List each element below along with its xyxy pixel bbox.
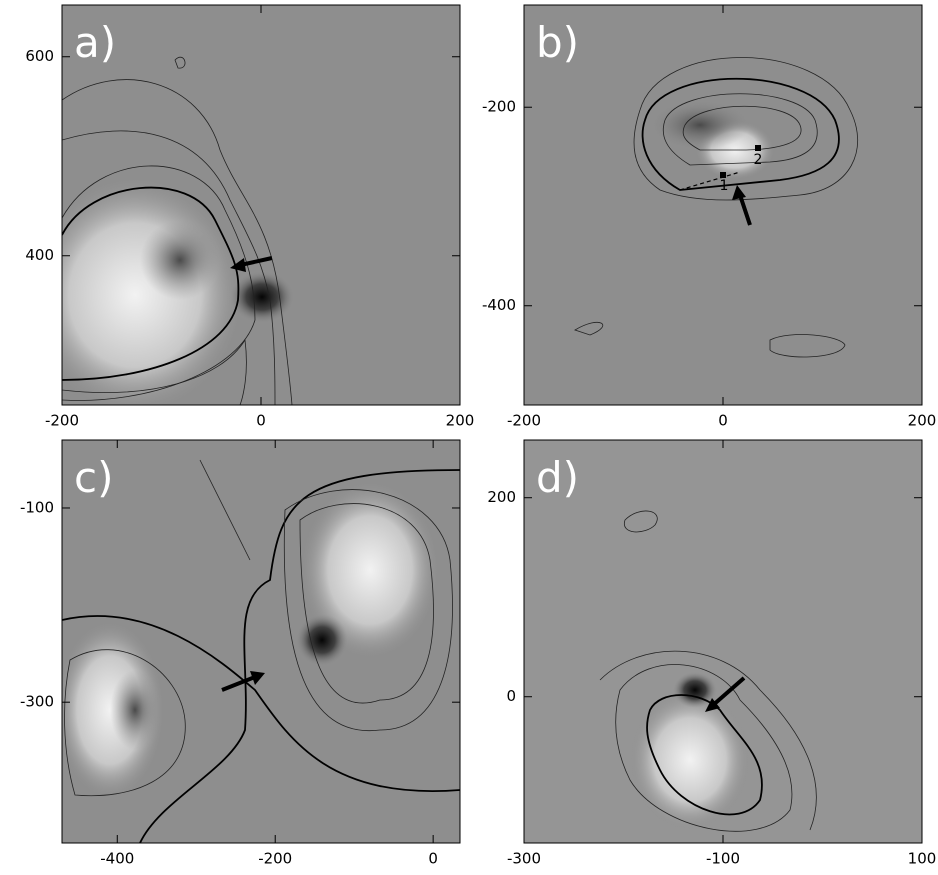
- x-tick-label: 200: [446, 412, 475, 430]
- x-tick-label: -200: [258, 850, 292, 868]
- y-tick-label: 600: [25, 47, 54, 65]
- x-tick-label: 0: [718, 412, 728, 430]
- y-tick-label: 0: [506, 687, 516, 705]
- x-tick-label: -200: [507, 412, 541, 430]
- panel-label: c): [74, 453, 113, 502]
- x-tick-label: -100: [706, 850, 740, 868]
- y-tick-label: -100: [20, 498, 54, 516]
- panel-label: b): [536, 18, 579, 67]
- image-a: [62, 5, 460, 405]
- image-c: [62, 440, 460, 843]
- image-d: [524, 440, 922, 843]
- x-tick-label: 100: [908, 850, 937, 868]
- panel-label: a): [74, 18, 116, 67]
- x-tick-label: 0: [256, 412, 266, 430]
- x-tick-label: -300: [507, 850, 541, 868]
- plot-frame: [61, 439, 461, 844]
- y-tick-label: 200: [487, 488, 516, 506]
- y-tick-label: 400: [25, 246, 54, 264]
- y-tick-label: -200: [482, 98, 516, 116]
- x-tick-label: 0: [428, 850, 438, 868]
- x-tick-label: 200: [908, 412, 937, 430]
- y-tick-label: -400: [482, 296, 516, 314]
- y-tick-label: -300: [20, 693, 54, 711]
- annotation: 1: [720, 178, 729, 194]
- image-b: [524, 5, 922, 405]
- x-tick-label: -400: [100, 850, 134, 868]
- annotation: 2: [754, 152, 763, 168]
- panel-label: d): [536, 453, 579, 502]
- x-tick-label: -200: [45, 412, 79, 430]
